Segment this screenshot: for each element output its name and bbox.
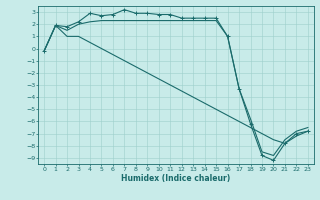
X-axis label: Humidex (Indice chaleur): Humidex (Indice chaleur) [121,174,231,183]
